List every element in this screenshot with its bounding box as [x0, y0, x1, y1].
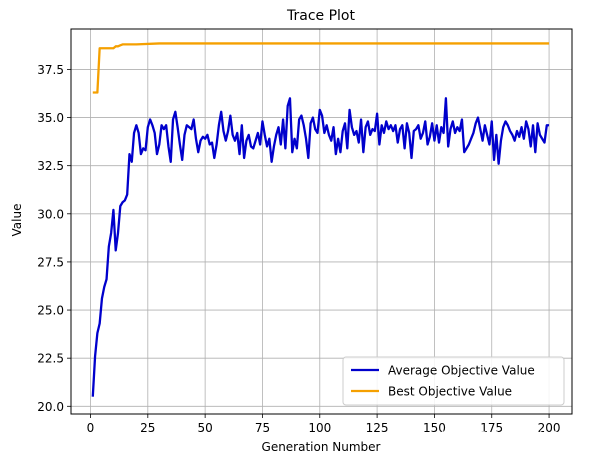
x-tick-label: 25: [140, 421, 155, 435]
chart-title: Trace Plot: [286, 8, 355, 24]
y-tick-label: 37.5: [37, 63, 64, 77]
x-tick-label: 125: [366, 421, 389, 435]
y-axis: 20.0 22.5 25.0 27.5 30.0 32.5 35.0 37.5: [37, 63, 71, 414]
x-tick-label: 150: [423, 421, 446, 435]
legend: Average Objective Value Best Objective Va…: [342, 356, 565, 406]
series-layer: [91, 42, 550, 397]
x-tick-label: 100: [308, 421, 331, 435]
y-tick-label: 35.0: [37, 111, 64, 125]
y-tick-label: 30.0: [37, 207, 64, 221]
x-tick-label: 50: [197, 421, 212, 435]
x-tick-label: 75: [255, 421, 270, 435]
series-line-best-objective-value: [92, 42, 550, 94]
y-axis-label: Value: [10, 204, 24, 237]
grid-lines: [71, 29, 572, 414]
legend-label: Best Objective Value: [388, 385, 512, 399]
y-tick-label: 27.5: [37, 255, 64, 269]
legend-label: Average Objective Value: [388, 364, 535, 378]
series-line-average-objective-value: [91, 97, 550, 397]
y-tick-label: 32.5: [37, 159, 64, 173]
x-tick-label: 200: [538, 421, 561, 435]
x-tick-label: 0: [87, 421, 95, 435]
y-tick-label: 22.5: [37, 352, 64, 366]
y-tick-label: 20.0: [37, 400, 64, 414]
plot-frame: [70, 28, 573, 415]
legend-box: [342, 356, 565, 406]
x-tick-label: 175: [480, 421, 503, 435]
y-tick-label: 25.0: [37, 304, 64, 318]
x-axis-label: Generation Number: [262, 440, 381, 454]
x-axis: 0 25 50 75 100 125 150 175 200: [87, 414, 561, 435]
watermark: 知乎 @StrongWind: [440, 428, 577, 446]
